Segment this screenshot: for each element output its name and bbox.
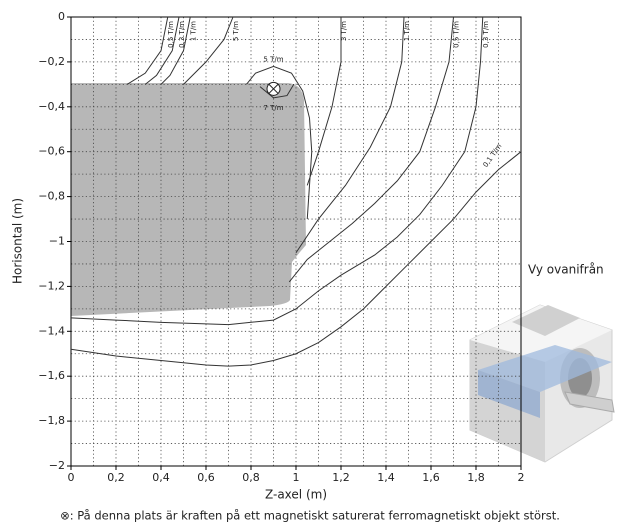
contour-line xyxy=(70,16,484,326)
y-tick-label: −1,2 xyxy=(38,279,65,292)
contour-line xyxy=(126,16,169,85)
y-tick-label: −0,4 xyxy=(38,100,65,113)
marker-cross xyxy=(268,83,279,94)
x-tick-label: 1,2 xyxy=(332,471,350,484)
mri-illustration xyxy=(469,304,615,463)
contour-label: 7 T/m xyxy=(263,104,283,112)
contour-label: 0,5 T/m xyxy=(167,21,175,48)
y-tick-label: −1 xyxy=(49,235,65,248)
x-tick-label: 1,8 xyxy=(467,471,485,484)
contour-label: 0,3 T/m xyxy=(178,21,186,48)
y-tick-label: −0,2 xyxy=(38,55,65,68)
y-tick-label: −0,6 xyxy=(38,145,65,158)
y-tick-label: −1,6 xyxy=(38,369,65,382)
contour-line xyxy=(288,16,454,283)
max-force-marker xyxy=(266,81,281,96)
x-tick-label: 1 xyxy=(293,471,300,484)
side-note: Vy ovanifrån xyxy=(528,263,604,277)
contour-line xyxy=(246,65,313,220)
y-tick-label: 0 xyxy=(58,10,65,23)
magnet-region xyxy=(71,83,306,316)
y-tick-label: −1,4 xyxy=(38,324,65,337)
contour-label: 3 T/m xyxy=(340,21,348,41)
y-axis-title: Horisontal (m) xyxy=(11,198,25,284)
x-tick-label: 1,4 xyxy=(377,471,395,484)
contour-label: 5 T/m xyxy=(263,55,283,63)
contour-line xyxy=(160,16,191,85)
x-tick-label: 0 xyxy=(68,471,75,484)
contour-label: 0,3 T/m xyxy=(482,21,490,48)
x-tick-label: 0,8 xyxy=(242,471,260,484)
contour-line xyxy=(259,84,295,99)
y-tick-label: −1,8 xyxy=(38,414,65,427)
contour-line xyxy=(70,151,522,367)
y-tick-label: −0,8 xyxy=(38,190,65,203)
footnote: ⊗: På denna plats är kraften på ett magn… xyxy=(60,509,560,523)
plot-frame xyxy=(70,16,522,467)
contour-label: 0,1 T/m xyxy=(482,142,504,169)
x-tick-label: 0,6 xyxy=(197,471,215,484)
x-tick-label: 0,2 xyxy=(107,471,125,484)
contour-label: 5 T/m xyxy=(232,21,240,41)
contour-label: 0,5 T/m xyxy=(453,21,461,48)
x-tick-label: 0,4 xyxy=(152,471,170,484)
contour-line xyxy=(144,16,180,85)
contour-line xyxy=(306,17,342,186)
x-tick-label: 2 xyxy=(518,471,525,484)
y-tick-label: −2 xyxy=(49,459,65,472)
contour-line xyxy=(295,16,405,254)
x-tick-label: 1,6 xyxy=(422,471,440,484)
contour-label: 1 T/m xyxy=(189,21,197,41)
contour-label: 1 T/m xyxy=(403,21,411,41)
x-axis-title: Z-axel (m) xyxy=(265,488,327,502)
contour-line xyxy=(183,16,234,85)
